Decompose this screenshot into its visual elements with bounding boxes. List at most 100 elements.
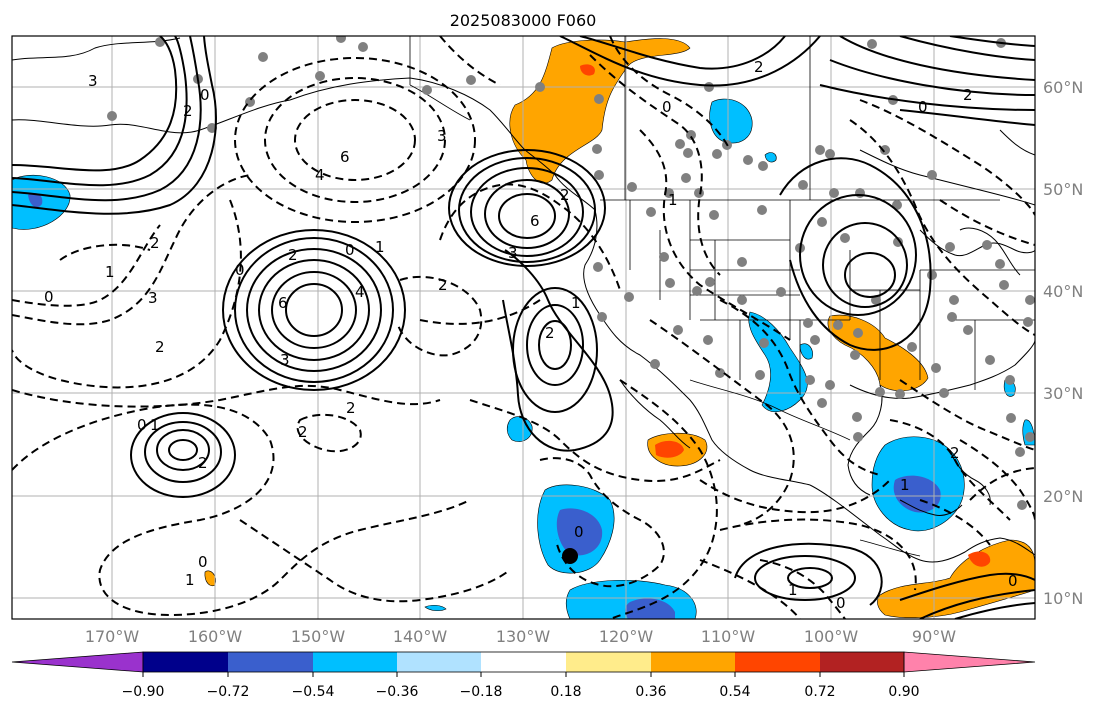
lon-label: 120°W <box>599 627 654 646</box>
lon-label: 160°W <box>188 627 243 646</box>
longitude-labels: 170°W 160°W 150°W 140°W 130°W 120°W 110°… <box>85 627 956 646</box>
shade-blue-southwest-2 <box>799 343 813 360</box>
contour-label: 2 <box>150 234 160 252</box>
contour-label: 3 <box>88 72 98 90</box>
shade-indigo-east-pacific <box>556 508 603 556</box>
lat-label: 30°N <box>1043 384 1083 403</box>
contour-label: 2 <box>950 444 960 462</box>
contour-label: 0 <box>345 241 355 259</box>
contour-label: 0 <box>44 288 54 306</box>
colorbar-segment <box>228 652 313 672</box>
colorbar-tick-label: 0.36 <box>635 684 666 700</box>
contour-label: 2 <box>198 454 208 472</box>
contour-label: 6 <box>340 148 350 166</box>
shade-blue-small-canada <box>764 152 777 163</box>
negative-contours <box>12 36 1035 619</box>
map-panel: 3 0 2 6 4 2 0 1 2 3 6 3 1 0 2 4 6 3 2 1 … <box>12 36 1035 619</box>
graticule <box>12 36 1035 619</box>
colorbar-tick-label: 0.72 <box>804 684 835 700</box>
shade-red-north-coast <box>580 64 595 76</box>
contour-label: 3 <box>437 127 447 145</box>
lat-label: 10°N <box>1043 589 1083 608</box>
lon-label: 170°W <box>85 627 140 646</box>
lat-label: 20°N <box>1043 487 1083 506</box>
lon-label: 130°W <box>496 627 551 646</box>
contour-label: 3 <box>148 289 158 307</box>
colorbar-tick-label: 0.18 <box>550 684 581 700</box>
contour-label: 0 <box>1008 572 1018 590</box>
contour-label: 2 <box>545 324 555 342</box>
contour-label: 0 <box>918 98 928 116</box>
colorbar: −0.90 −0.72 −0.54 −0.36 −0.18 0.18 0.36 … <box>11 651 1036 700</box>
contour-label: 3 <box>508 244 518 262</box>
contour-label: 1 <box>150 416 160 434</box>
latitude-labels: 60°N 50°N 40°N 30°N 20°N 10°N <box>1043 78 1083 608</box>
contour-label: 0 <box>235 261 245 279</box>
lon-label: 90°W <box>912 627 956 646</box>
contour-label: 2 <box>288 246 298 264</box>
contour-label: 2 <box>298 423 308 441</box>
colorbar-tick-label: 0.90 <box>888 684 919 700</box>
colorbar-tick-label: 0.54 <box>719 684 750 700</box>
contour-label: 1 <box>900 476 910 494</box>
contour-label: 0 <box>137 416 147 434</box>
contour-label: 0 <box>836 594 846 612</box>
shade-blue-southwest <box>748 311 808 413</box>
contour-label: 4 <box>355 283 365 301</box>
colorbar-tick-label: −0.72 <box>207 684 250 700</box>
contour-label: 0 <box>198 553 208 571</box>
colorbar-high-extend <box>903 651 1036 673</box>
colorbar-segment <box>313 652 397 672</box>
contour-label: 0 <box>200 86 210 104</box>
shade-blue-tiny <box>424 604 447 612</box>
political-borders <box>409 36 1035 557</box>
shade-indigo-south-pacific <box>625 598 675 619</box>
colorbar-segment <box>566 652 651 672</box>
contour-label: 2 <box>183 102 193 120</box>
lat-label: 50°N <box>1043 180 1083 199</box>
station-markers <box>107 36 1035 510</box>
contour-label: 0 <box>574 523 584 541</box>
map-title: 2025083000 F060 <box>450 11 597 30</box>
colorbar-segment <box>735 652 820 672</box>
map-frame <box>11 35 1036 620</box>
colorbar-segment <box>481 652 566 672</box>
lat-label: 40°N <box>1043 282 1083 301</box>
contour-label: 2 <box>560 186 570 204</box>
contour-label: 2 <box>438 276 448 294</box>
colorbar-tick-label: −0.36 <box>376 684 419 700</box>
contour-label: 1 <box>668 191 678 209</box>
highlighted-station <box>562 548 578 564</box>
shade-blue-north-canada <box>709 98 753 144</box>
lon-label: 100°W <box>804 627 859 646</box>
contour-label: 6 <box>530 212 540 230</box>
contour-label: 4 <box>315 166 325 184</box>
coastlines <box>12 37 1035 563</box>
contour-label: 6 <box>278 294 288 312</box>
contour-label: 1 <box>788 581 798 599</box>
contour-label: 1 <box>185 571 195 589</box>
positive-contours <box>12 36 1035 619</box>
colorbar-low-extend <box>11 651 144 673</box>
colorbar-segment <box>651 652 735 672</box>
contour-label: 2 <box>754 58 764 76</box>
colorbar-tick-label: −0.18 <box>460 684 503 700</box>
lon-label: 110°W <box>701 627 756 646</box>
contour-label: 1 <box>571 294 581 312</box>
colorbar-tick-label: −0.54 <box>292 684 335 700</box>
colorbar-segment <box>397 652 481 672</box>
colorbar-segment <box>820 652 904 672</box>
colorbar-segment <box>143 652 228 672</box>
contour-label: 1 <box>375 238 385 256</box>
contour-label: 1 <box>105 263 115 281</box>
shade-indigo-far-west <box>28 193 43 208</box>
contour-label: 2 <box>155 338 165 356</box>
shade-red-baja <box>655 440 684 458</box>
contour-label: 2 <box>346 399 356 417</box>
lon-label: 140°W <box>393 627 448 646</box>
shade-orange-north-coast <box>509 38 691 184</box>
shade-red-central-america <box>968 551 991 567</box>
contour-labels: 3 0 2 6 4 2 0 1 2 3 6 3 1 0 2 4 6 3 2 1 … <box>44 58 1018 612</box>
lon-label: 150°W <box>291 627 346 646</box>
